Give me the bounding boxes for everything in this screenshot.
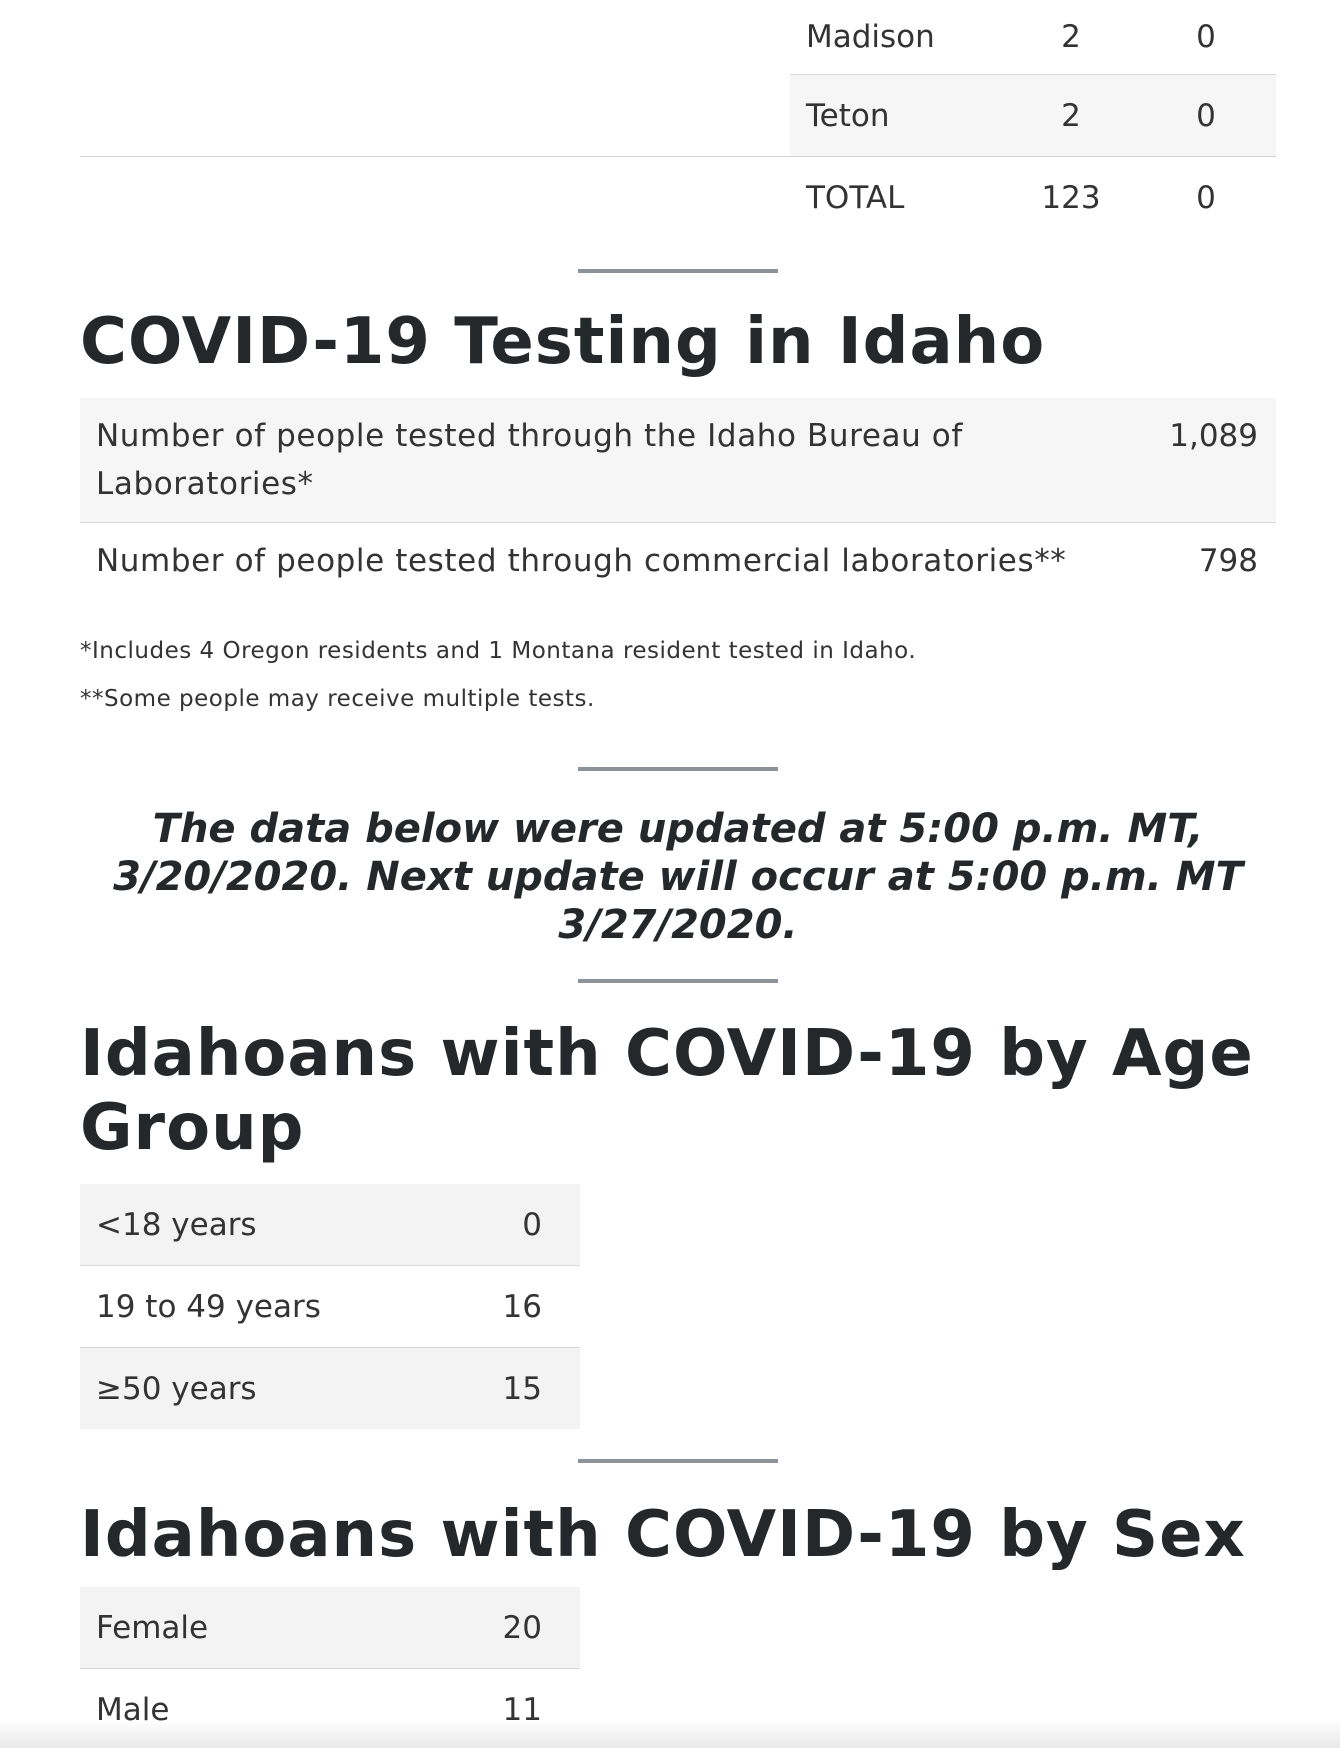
- age-label: 19 to 49 years: [96, 1288, 321, 1325]
- table-row: <18 years 0: [80, 1184, 580, 1266]
- age-value: 16: [502, 1288, 542, 1325]
- bottom-fade: [0, 1720, 1340, 1748]
- county-deaths: 0: [1196, 97, 1216, 134]
- testing-value: 798: [1198, 543, 1258, 579]
- testing-table: Number of people tested through the Idah…: [80, 398, 1276, 599]
- age-group-title: Idahoans with COVID-19 by Age Group: [80, 1017, 1254, 1165]
- age-value: 15: [502, 1370, 542, 1407]
- footnote: *Includes 4 Oregon residents and 1 Monta…: [80, 638, 917, 664]
- table-row: 19 to 49 years 16: [80, 1266, 580, 1348]
- sex-label: Female: [96, 1609, 209, 1646]
- table-row: Number of people tested through commerci…: [80, 523, 1276, 599]
- county-deaths: 0: [1196, 179, 1216, 216]
- testing-label: Number of people tested through commerci…: [96, 543, 1067, 579]
- age-group-table: <18 years 0 19 to 49 years 16 ≥50 years …: [80, 1184, 580, 1429]
- county-cases: 2: [1061, 97, 1081, 134]
- section-divider: [578, 1459, 778, 1463]
- age-label: <18 years: [96, 1206, 257, 1243]
- table-row-total: TOTAL 123 0: [790, 157, 1276, 238]
- county-cases-table: Madison 2 0 Teton 2 0 TOTAL 123 0: [790, 0, 1276, 238]
- section-divider: [578, 979, 778, 983]
- update-note: The data below were updated at 5:00 p.m.…: [113, 806, 1243, 948]
- testing-title: COVID-19 Testing in Idaho: [80, 305, 1046, 379]
- table-row: Teton 2 0: [790, 75, 1276, 157]
- section-divider: [578, 767, 778, 771]
- table-row: ≥50 years 15: [80, 1348, 580, 1429]
- county-name: TOTAL: [806, 179, 905, 216]
- county-name: Madison: [806, 19, 935, 55]
- table-row: Madison 2 0: [790, 0, 1276, 75]
- county-cases: 123: [1041, 179, 1101, 216]
- sex-title: Idahoans with COVID-19 by Sex: [80, 1498, 1246, 1572]
- table-row: Female 20: [80, 1587, 580, 1669]
- county-deaths: 0: [1196, 19, 1216, 55]
- table-rule: [80, 156, 1276, 157]
- sex-value: 20: [502, 1609, 542, 1646]
- testing-label: Number of people tested through the Idah…: [96, 418, 963, 502]
- county-name: Teton: [806, 97, 890, 134]
- age-value: 0: [522, 1206, 542, 1243]
- section-divider: [578, 269, 778, 273]
- footnote: **Some people may receive multiple tests…: [80, 686, 595, 712]
- age-label: ≥50 years: [96, 1370, 257, 1407]
- county-cases: 2: [1061, 19, 1081, 55]
- table-row: Number of people tested through the Idah…: [80, 398, 1276, 523]
- testing-value: 1,089: [1169, 418, 1258, 454]
